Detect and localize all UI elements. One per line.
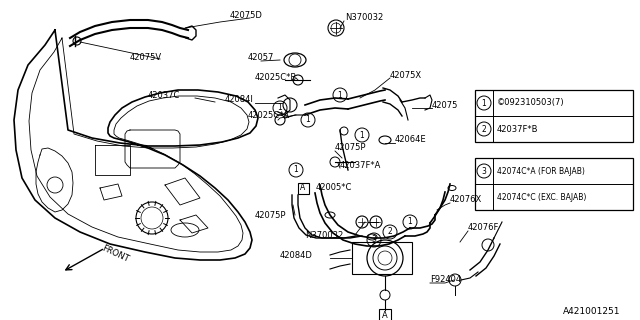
Text: 42037C: 42037C — [148, 92, 180, 100]
Text: 42075X: 42075X — [390, 70, 422, 79]
Text: A: A — [382, 310, 388, 319]
Text: 42075P: 42075P — [255, 211, 287, 220]
Text: 42076F: 42076F — [468, 223, 499, 233]
Text: A: A — [300, 183, 306, 193]
Bar — [298, 182, 308, 194]
Text: FRONT: FRONT — [100, 244, 130, 264]
Text: 1: 1 — [294, 165, 298, 174]
Text: N370032: N370032 — [305, 230, 343, 239]
Text: 42025C*A: 42025C*A — [248, 110, 290, 119]
Text: 1: 1 — [408, 218, 412, 227]
Text: 42037F*B: 42037F*B — [497, 124, 538, 133]
Text: 3: 3 — [372, 236, 376, 244]
Bar — [475, 90, 633, 142]
Text: 42074C*A (FOR BAJAB): 42074C*A (FOR BAJAB) — [497, 166, 585, 175]
Text: 1: 1 — [338, 91, 342, 100]
Text: 2: 2 — [482, 124, 486, 133]
Text: 42064E: 42064E — [395, 135, 427, 145]
Text: 1: 1 — [278, 103, 282, 113]
Text: 42075: 42075 — [432, 100, 458, 109]
Text: A421001251: A421001251 — [563, 308, 620, 316]
Text: 3: 3 — [481, 166, 486, 175]
Bar — [475, 158, 633, 210]
Text: 42074C*C (EXC. BAJAB): 42074C*C (EXC. BAJAB) — [497, 193, 586, 202]
Text: 42075P: 42075P — [335, 143, 367, 153]
Text: N370032: N370032 — [345, 13, 383, 22]
Bar — [379, 309, 391, 320]
Text: 1: 1 — [482, 99, 486, 108]
Text: 42025C*B: 42025C*B — [255, 74, 297, 83]
Text: 2: 2 — [388, 228, 392, 236]
Text: 1: 1 — [360, 131, 364, 140]
Text: 42005*C: 42005*C — [316, 183, 353, 193]
Text: 42057: 42057 — [248, 53, 275, 62]
Text: 1: 1 — [306, 116, 310, 124]
Text: ©092310503(7): ©092310503(7) — [497, 99, 564, 108]
Text: F92404: F92404 — [430, 276, 461, 284]
Circle shape — [289, 54, 301, 66]
Text: 42084I: 42084I — [225, 95, 254, 105]
Text: 42084D: 42084D — [280, 251, 313, 260]
Text: 42076X: 42076X — [450, 196, 483, 204]
Text: 42075D: 42075D — [230, 11, 263, 20]
Text: 42075V: 42075V — [130, 53, 162, 62]
Text: 42037F*A: 42037F*A — [340, 161, 381, 170]
Bar — [352, 242, 412, 274]
